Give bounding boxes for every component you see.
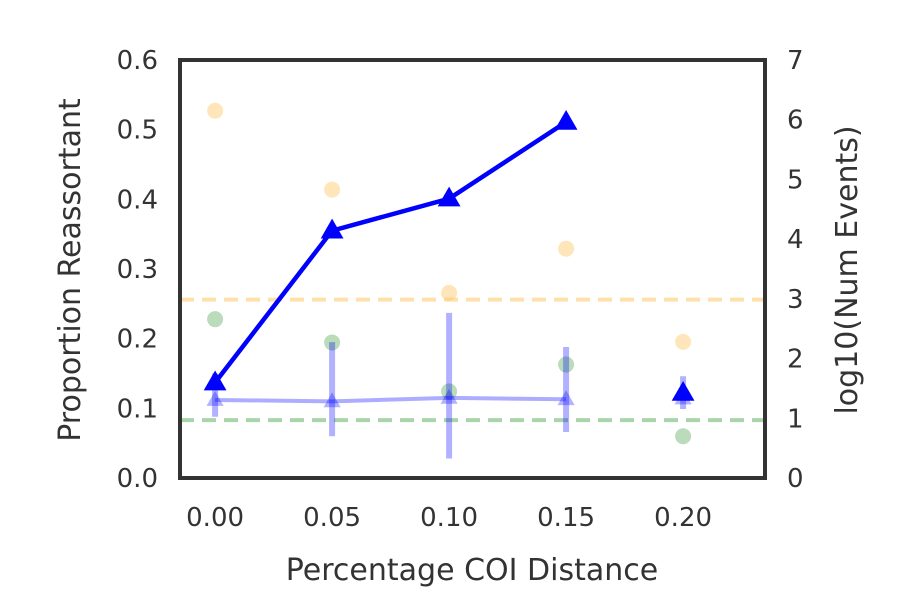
y2-tick-label-6: 6 <box>787 106 804 136</box>
y-axis-label: Proportion Reassortant <box>53 98 88 442</box>
x-tick-label-0: 0.00 <box>186 503 244 533</box>
main-marker-2 <box>437 186 461 207</box>
x-tick-label-2: 0.10 <box>420 503 478 533</box>
tick-labels: 0.00 0.05 0.10 0.15 0.20 0.0 0.1 0.2 0.3 0.4 0.5 0.… <box>117 46 804 533</box>
point-s3-1 <box>324 181 341 198</box>
y-tick-label-2: 0.2 <box>117 325 158 355</box>
y-tick-label-3: 0.3 <box>117 255 158 285</box>
point-s3-4 <box>675 333 692 350</box>
point-s4-4 <box>675 428 692 445</box>
faded-series-line <box>215 395 567 404</box>
point-s3-3 <box>558 240 575 257</box>
y2-tick-label-0: 0 <box>787 464 804 494</box>
faded-marker-1 <box>323 392 341 408</box>
point-s3-2 <box>441 284 458 301</box>
y-tick-label-5: 0.5 <box>117 116 158 146</box>
main-series-line <box>213 120 568 384</box>
y-tick-label-4: 0.4 <box>117 185 158 215</box>
y2-tick-label-4: 4 <box>787 225 804 255</box>
point-s4-3 <box>558 356 575 373</box>
point-s4-1 <box>324 334 341 351</box>
x-tick-label-4: 0.20 <box>654 503 712 533</box>
single-marker-0 <box>671 381 695 401</box>
main-marker-1 <box>320 218 344 239</box>
point-s3-0 <box>207 102 224 119</box>
y-tick-label-1: 0.1 <box>117 394 158 424</box>
faded-marker-3 <box>557 390 575 406</box>
main-marker-0 <box>203 370 227 391</box>
point-s4-2 <box>441 383 458 400</box>
y2-axis-label: log10(Num Events) <box>830 125 865 414</box>
main-marker-3 <box>554 110 578 130</box>
x-tick-label-3: 0.15 <box>537 503 595 533</box>
main-series <box>203 110 695 401</box>
point-s4-0 <box>207 311 224 328</box>
plot-frame <box>178 58 767 480</box>
y2-tick-label-5: 5 <box>787 165 804 195</box>
faded-series <box>206 312 692 459</box>
y-tick-label-0: 0.0 <box>117 464 158 494</box>
y2-tick-label-7: 7 <box>787 46 804 76</box>
y2-tick-label-3: 3 <box>787 285 804 315</box>
y2-tick-label-2: 2 <box>787 345 804 375</box>
x-axis-label: Percentage COI Distance <box>286 553 658 588</box>
count-points <box>207 102 692 445</box>
y2-tick-label-1: 1 <box>787 404 804 434</box>
x-tick-label-1: 0.05 <box>303 503 361 533</box>
faded-marker-2 <box>440 388 458 404</box>
y-tick-label-6: 0.6 <box>117 46 158 76</box>
faded-marker-0 <box>206 390 224 406</box>
